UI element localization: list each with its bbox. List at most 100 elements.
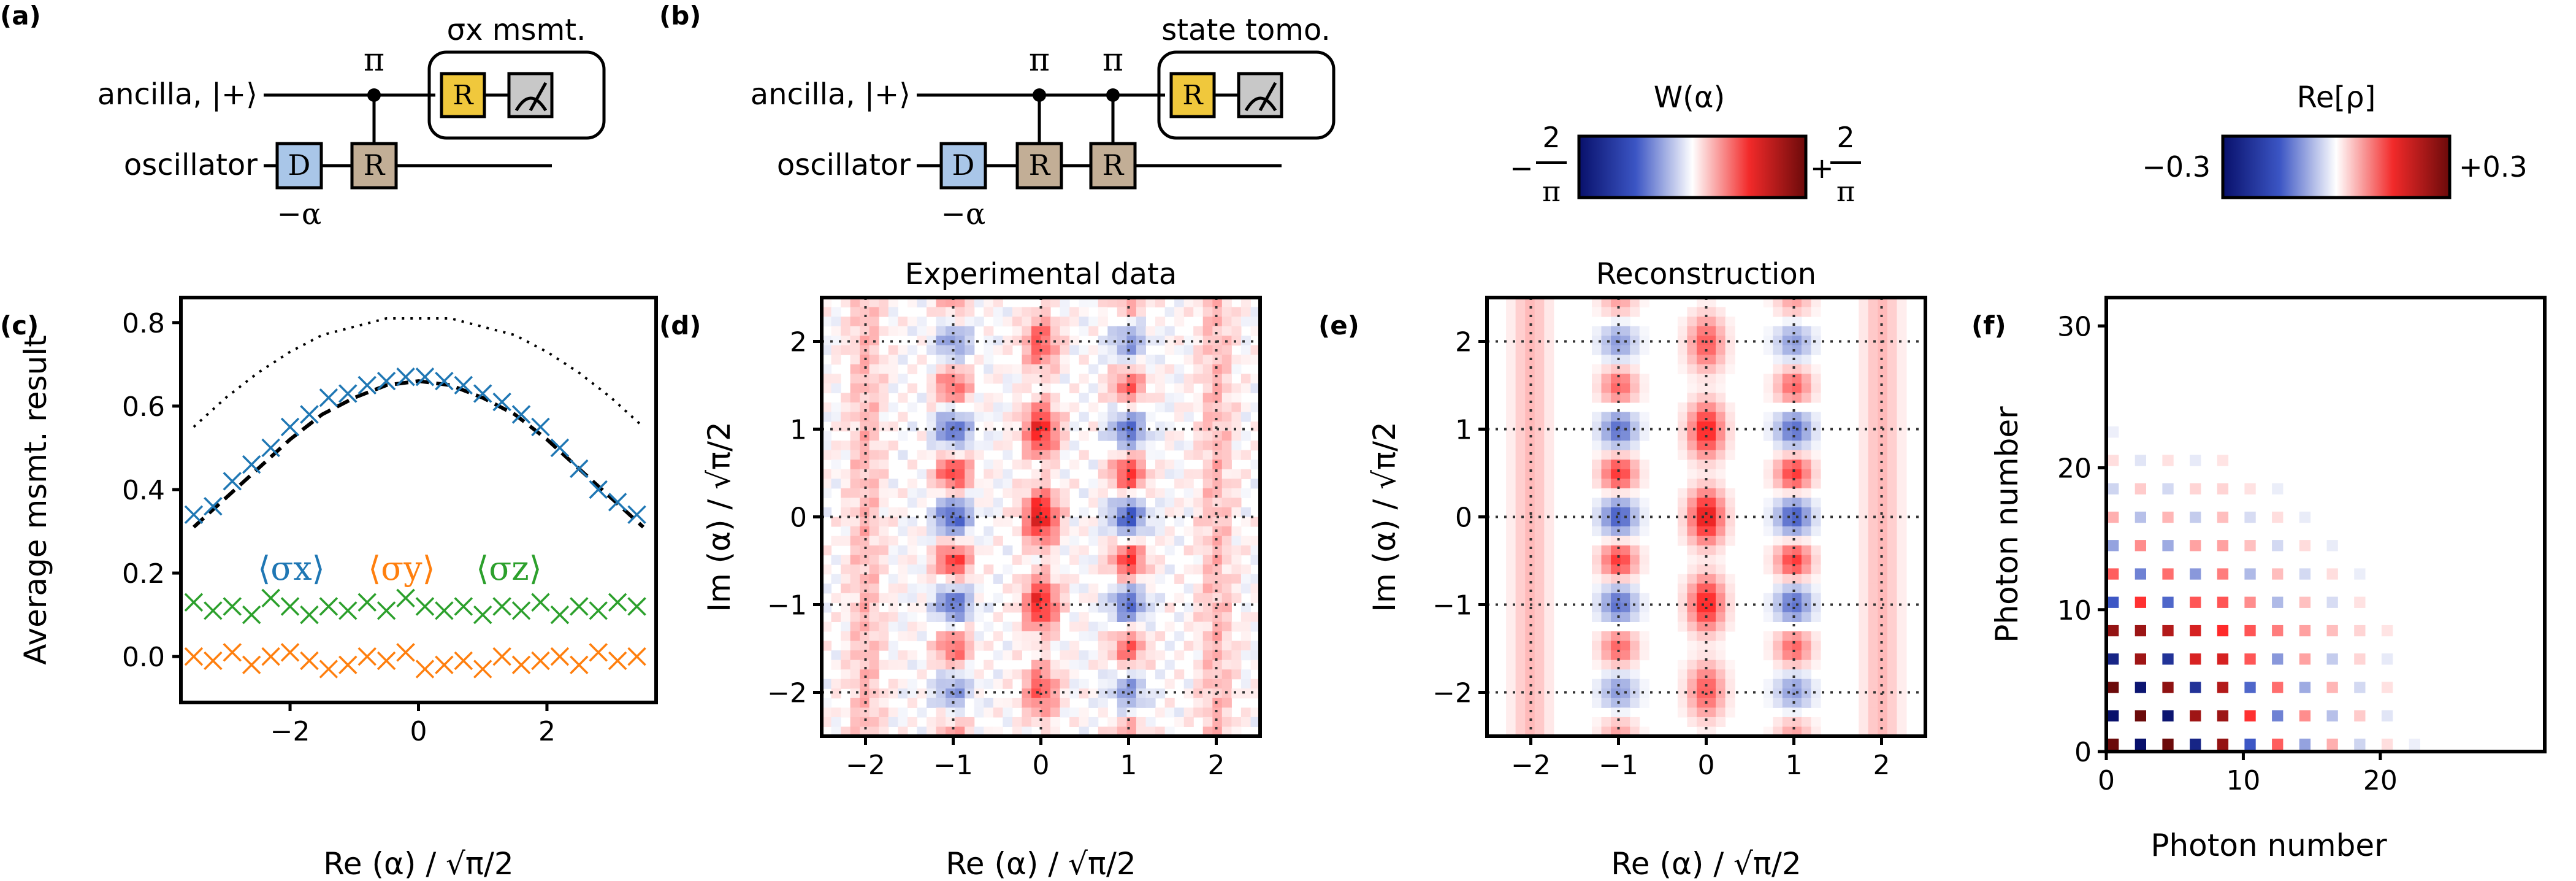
heatmap-cell [850,593,860,603]
heatmap-cell [1677,574,1687,584]
heatmap-cell [879,488,889,498]
heatmap-cell [1155,374,1166,384]
heatmap-cell [936,545,946,556]
heatmap-cell [1639,421,1649,432]
heatmap-cell [1041,641,1051,651]
heatmap-cell [831,612,841,622]
heatmap-cell [831,717,841,727]
heatmap-cell [1859,345,1869,355]
heatmap-cell [1193,612,1204,622]
heatmap-cell [1250,583,1261,594]
heatmap-cell [1868,669,1878,680]
heatmap-cell [1801,660,1811,670]
heatmap-cell [1515,536,1526,546]
heatmap-cell [1069,621,1080,632]
heatmap-cell [1697,526,1707,537]
heatmap-cell [1601,641,1611,651]
heatmap-cell [1221,545,1232,556]
heatmap-cell [1050,717,1061,727]
heatmap-cell [1859,593,1869,603]
heatmap-cell [1003,517,1013,527]
heatmap-cell [1525,383,1535,393]
heatmap-cell [1202,393,1213,403]
heatmap-cell [927,679,937,689]
heatmap-cell [1897,469,1907,479]
heatmap-cell [1677,707,1687,718]
heatmap-cell [1801,526,1811,537]
panel-label-b: (b) [659,1,701,31]
heatmap-cell [1697,621,1707,632]
heatmap-cell [1706,498,1716,508]
heatmap-cell [927,593,937,603]
heatmap-cell [927,326,937,336]
heatmap-cell [1060,507,1070,518]
density-matrix-cell [2244,738,2256,750]
heatmap-cell [1525,717,1535,727]
heatmap-cell [1155,498,1166,508]
heatmap-cell [936,326,946,336]
heatmap-cell [1725,621,1735,632]
marker-sx [435,371,454,391]
heatmap-cell [1250,641,1261,651]
heatmap-cell [1107,688,1118,699]
heatmap-cell [1240,355,1251,365]
density-matrix-cell [2108,625,2119,637]
heatmap-cell [1592,726,1602,737]
heatmap-cell [860,383,870,393]
heatmap-cell [1763,298,1773,308]
heatmap-cell [1240,707,1251,718]
heatmap-cell [1677,688,1687,699]
heatmap-cell [984,326,994,336]
heatmap-cell [1240,679,1251,689]
heatmap-cell [1868,374,1878,384]
heatmap-cell [993,593,1003,603]
marker-sx [204,496,223,516]
heatmap-cell [1677,583,1687,594]
heatmap-cell [965,488,975,498]
heatmap-cell [1811,469,1821,479]
heatmap-cell [1601,431,1611,441]
heatmap-cell [1687,336,1697,346]
heatmap-cell [927,650,937,661]
heatmap-cell [1212,307,1223,317]
heatmap-cell [1117,507,1127,518]
heatmap-cell [1630,564,1640,575]
heatmap-cell [1811,641,1821,651]
heatmap-cell [1811,698,1821,708]
heatmap-cell [1117,479,1127,489]
heatmap-cell [1801,726,1811,737]
heatmap-cell [1250,612,1261,622]
heatmap-cell [1117,469,1127,479]
heatmap-cell [955,660,965,670]
heatmap-cell [1012,555,1022,565]
heatmap-cell [1639,431,1649,441]
heatmap-cell [1611,564,1621,575]
y-tick-label: 0.0 [122,642,165,673]
heatmap-cell [1031,641,1042,651]
heatmap-cell [965,602,975,613]
heatmap-cell [1145,583,1156,594]
heatmap-cell [1620,545,1630,556]
heatmap-cell [1041,555,1051,565]
heatmap-cell [841,498,851,508]
heatmap-cell [1887,326,1897,336]
heatmap-cell [1706,669,1716,680]
heatmap-cell [936,345,946,355]
heatmap-cell [1887,317,1897,327]
heatmap-cell [1031,583,1042,594]
heatmap-cell [822,641,832,651]
heatmap-cell [1687,364,1697,374]
heatmap-cell [1887,450,1897,460]
heatmap-cell [1677,669,1687,680]
heatmap-cell [1811,517,1821,527]
heatmap-cell [1525,488,1535,498]
heatmap-cell [1687,669,1697,680]
heatmap-cell [879,621,889,632]
heatmap-cell [1126,621,1137,632]
heatmap-cell [936,660,946,670]
colorbar-rho-label: Re[ρ] [2297,80,2376,115]
y-tick-label: 0 [790,502,807,534]
heatmap-cell [1012,498,1022,508]
heatmap-cell [1174,402,1185,413]
heatmap-cell [1174,345,1185,355]
